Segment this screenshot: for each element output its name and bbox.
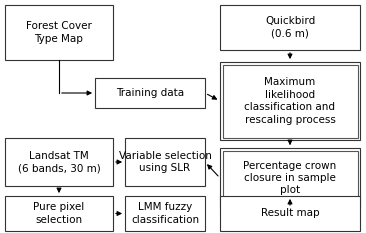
- Bar: [220, 196, 360, 231]
- Text: Percentage crown
closure in sample
plot: Percentage crown closure in sample plot: [243, 161, 337, 195]
- Text: Landsat TM
(6 bands, 30 m): Landsat TM (6 bands, 30 m): [18, 151, 100, 173]
- Bar: [5, 5, 113, 60]
- Bar: [220, 62, 360, 140]
- Bar: [220, 148, 360, 208]
- Bar: [95, 78, 205, 108]
- Bar: [223, 65, 358, 137]
- Text: Training data: Training data: [116, 88, 184, 98]
- Text: Maximum
likelihood
classification and
rescaling process: Maximum likelihood classification and re…: [244, 77, 336, 125]
- Text: Result map: Result map: [261, 209, 319, 219]
- Bar: [220, 5, 360, 50]
- Bar: [5, 196, 113, 231]
- Text: LMM fuzzy
classification: LMM fuzzy classification: [131, 202, 199, 225]
- Bar: [125, 138, 205, 186]
- Bar: [223, 151, 358, 206]
- Text: Variable selection
using SLR: Variable selection using SLR: [119, 151, 212, 173]
- Text: Quickbird
(0.6 m): Quickbird (0.6 m): [265, 16, 315, 39]
- Bar: [5, 138, 113, 186]
- Bar: [125, 196, 205, 231]
- Text: Pure pixel
selection: Pure pixel selection: [33, 202, 85, 225]
- Text: Forest Cover
Type Map: Forest Cover Type Map: [26, 21, 92, 44]
